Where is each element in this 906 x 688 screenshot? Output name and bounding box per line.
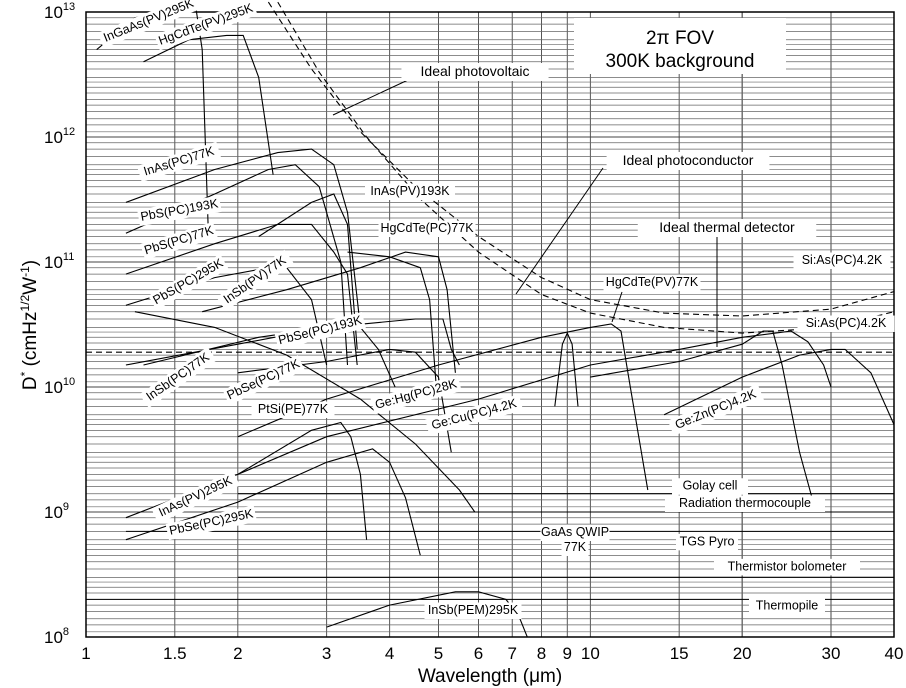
leader-ideal-photovoltaic xyxy=(332,79,409,116)
label-radiation-thermocouple: Radiation thermocouple xyxy=(665,495,825,512)
svg-text:HgCdTe(PV)77K: HgCdTe(PV)77K xyxy=(606,275,699,289)
ideal-curve-ideal-photovoltaic xyxy=(267,1,895,317)
curve-insb-pv-77k xyxy=(202,251,456,373)
annotation-line-1: 2π FOV xyxy=(646,28,714,49)
svg-text:Golay cell: Golay cell xyxy=(683,479,738,493)
label-inas-pc-77k: InAs(PC)77K xyxy=(136,141,222,182)
curve-insb-pc-77k xyxy=(125,318,460,366)
label-pbs-pc-193k: PbS(PC)193K xyxy=(137,195,222,227)
leader-lines xyxy=(332,79,718,347)
label-hgcdte-pc-77k: HgCdTe(PC)77K xyxy=(378,220,476,237)
label-ge-zn-pc-4-2k: Ge:Zn(PC)4.2K xyxy=(667,384,764,436)
x-tick-label: 6 xyxy=(474,644,483,663)
svg-text:PbSe(PC)77K: PbSe(PC)77K xyxy=(225,356,303,402)
svg-text:Ideal photovoltaic: Ideal photovoltaic xyxy=(421,63,530,79)
annotation-box: 2π FOV 300K background xyxy=(574,18,786,74)
label-si-as-pc-4-2k-lower: Si:As(PC)4.2K xyxy=(797,315,895,332)
label-tgs-pyro: TGS Pyro xyxy=(676,533,738,551)
x-tick-label: 4 xyxy=(385,644,394,663)
x-tick-label: 10 xyxy=(581,644,600,663)
label-gaas-qwip-temp: 77K xyxy=(561,539,589,556)
svg-text:InSb(PC)77K: InSb(PC)77K xyxy=(144,349,213,403)
label-insb-pem-295k: InSb(PEM)295K xyxy=(424,602,522,619)
curve-inas-pv-193k xyxy=(258,193,358,350)
curve-ptsi-pe-77k xyxy=(134,311,476,513)
x-tick-labels: 1 1.5 2 3 4 5 6 7 8 9 10 15 20 30 40 xyxy=(81,644,903,663)
svg-text:InSb(PEM)295K: InSb(PEM)295K xyxy=(428,603,519,617)
curve-pbs-pc-77k xyxy=(125,223,358,366)
x-tick-label: 1.5 xyxy=(163,644,187,663)
curve-hgcdte-pv-295k xyxy=(143,34,274,175)
y-tick-label: 1013 xyxy=(44,1,75,22)
svg-text:PtSi(PE)77K: PtSi(PE)77K xyxy=(258,402,329,416)
curve-ge-hg-pc-28k xyxy=(237,323,649,491)
annotation-line-2: 300K background xyxy=(606,51,755,72)
x-tick-label: 30 xyxy=(822,644,841,663)
x-tick-label: 5 xyxy=(434,644,443,663)
svg-text:Si:As(PC)4.2K: Si:As(PC)4.2K xyxy=(806,316,887,330)
label-golay-cell: Golay cell xyxy=(672,478,748,495)
leader-ideal-photoconductor xyxy=(515,167,604,295)
label-ptsi-pe-77k: PtSi(PE)77K xyxy=(251,401,335,418)
label-insb-pc-77k: InSb(PC)77K xyxy=(139,346,217,408)
detector-curves xyxy=(96,6,895,638)
curve-pbse-pc-295k xyxy=(125,448,421,556)
svg-text:TGS Pyro: TGS Pyro xyxy=(680,534,735,548)
label-hgcdte-pv-77k: HgCdTe(PV)77K xyxy=(603,274,701,291)
curve-inas-pv-295k xyxy=(125,421,368,540)
label-thermopile: Thermopile xyxy=(749,597,825,615)
curve-hgcdte-pc-77k xyxy=(347,251,437,388)
y-tick-label: 109 xyxy=(44,501,69,522)
label-inas-pv-193k: InAs(PV)193K xyxy=(365,183,455,200)
x-tick-label: 9 xyxy=(563,644,572,663)
x-tick-label: 40 xyxy=(885,644,904,663)
svg-text:GaAs QWIP: GaAs QWIP xyxy=(541,525,609,539)
label-pbs-pc-77k: PbS(PC)77K xyxy=(140,221,218,260)
label-thermistor-bolometer: Thermistor bolometer xyxy=(714,558,860,576)
y-tick-label: 1010 xyxy=(44,376,75,397)
svg-text:Thermopile: Thermopile xyxy=(756,598,819,612)
label-si-as-pc-4-2k-upper: Si:As(PC)4.2K xyxy=(793,252,891,269)
x-tick-label: 15 xyxy=(670,644,689,663)
x-tick-label: 1 xyxy=(81,644,90,663)
y-tick-label: 1011 xyxy=(44,251,74,272)
x-tick-label: 2 xyxy=(233,644,242,663)
y-axis-title: D* (cmHz1/2W-1) xyxy=(18,260,41,390)
label-ideal-photoconductor: Ideal photoconductor xyxy=(606,152,770,170)
plot-frame xyxy=(85,11,895,638)
label-pbse-pc-77k: PbSe(PC)77K xyxy=(222,355,305,406)
y-tick-label: 1012 xyxy=(44,126,75,147)
y-tick-label: 108 xyxy=(44,626,69,647)
x-axis-title: Wavelength (μm) xyxy=(418,666,562,687)
svg-text:Ideal thermal detector: Ideal thermal detector xyxy=(659,219,795,235)
curve-ge-cu-pc-4-2k xyxy=(237,330,832,475)
x-tick-label: 7 xyxy=(507,644,516,663)
curve-pbs-pc-193k xyxy=(125,164,349,366)
svg-text:Si:As(PC)4.2K: Si:As(PC)4.2K xyxy=(802,253,883,267)
svg-text:InAs(PV)193K: InAs(PV)193K xyxy=(370,184,450,198)
label-pbse-pc-193k: PbSe(PC)193K xyxy=(274,311,366,350)
label-ideal-thermal-detector: Ideal thermal detector xyxy=(637,219,817,237)
svg-text:HgCdTe(PC)77K: HgCdTe(PC)77K xyxy=(380,221,474,235)
svg-text:77K: 77K xyxy=(564,540,587,554)
x-tick-label: 3 xyxy=(322,644,331,663)
y-tick-labels: 108 109 1010 1011 1012 1013 xyxy=(44,1,75,647)
leader-hgcdte-pv-77k xyxy=(611,291,623,323)
label-ideal-photovoltaic: Ideal photovoltaic xyxy=(401,63,549,81)
grid xyxy=(85,12,895,638)
svg-text:Ge:Zn(PC)4.2K: Ge:Zn(PC)4.2K xyxy=(673,386,759,431)
curve-ge-zn-pc-4-2k xyxy=(590,330,817,513)
label-gaas-qwip: GaAs QWIP xyxy=(540,524,610,541)
curve-si-as-pc-4-2k xyxy=(663,348,895,425)
x-tick-label: 8 xyxy=(537,644,546,663)
curve-gaas-qwip-77k xyxy=(554,331,579,407)
curve-inas-pc-77k xyxy=(125,148,361,328)
label-insb-pv-77k: InSb(PV)77K xyxy=(216,249,294,311)
thermal-detector-lines xyxy=(86,493,894,600)
svg-text:Radiation thermocouple: Radiation thermocouple xyxy=(679,496,811,510)
svg-text:Thermistor bolometer: Thermistor bolometer xyxy=(728,559,847,573)
x-tick-label: 20 xyxy=(733,644,752,663)
svg-text:Ideal photoconductor: Ideal photoconductor xyxy=(623,152,754,168)
